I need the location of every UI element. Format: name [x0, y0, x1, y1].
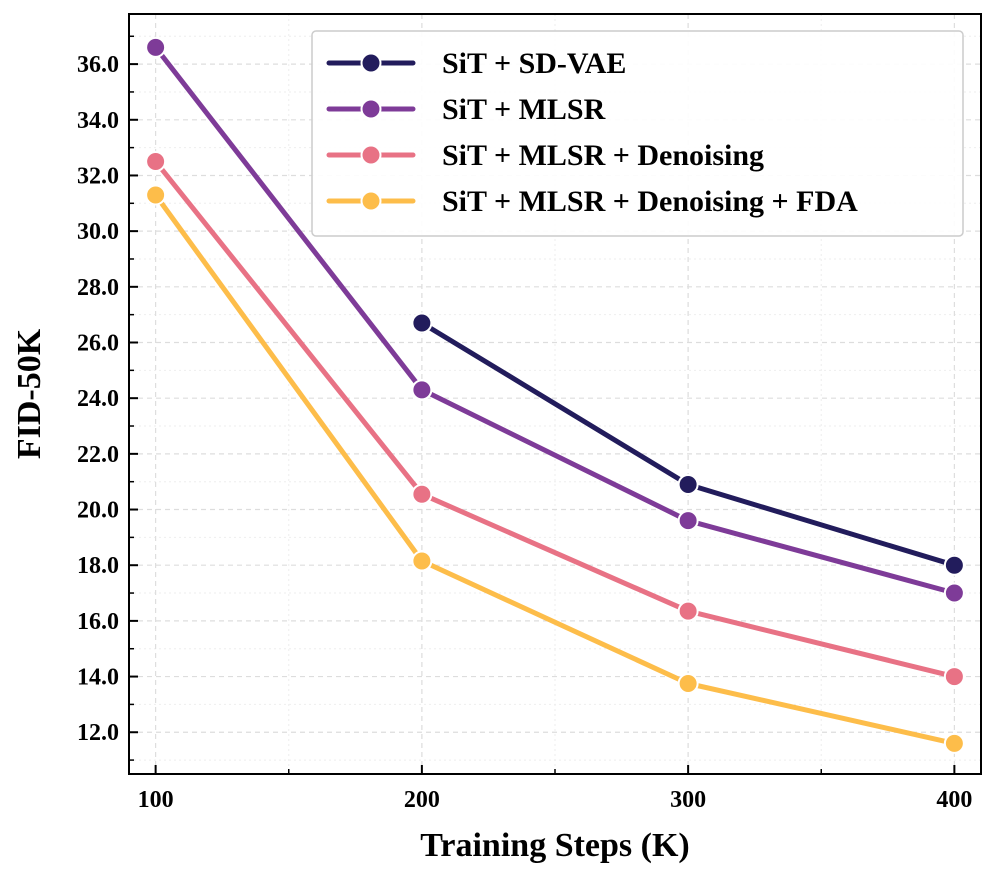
legend-swatch-marker: [360, 190, 382, 212]
y-tick-label: 34.0: [77, 108, 119, 134]
legend-label: SiT + MLSR + Denoising: [442, 139, 764, 172]
y-tick-label: 26.0: [77, 330, 119, 356]
y-tick-label: 32.0: [77, 163, 119, 189]
data-point: [145, 151, 167, 173]
legend-label: SiT + MLSR: [442, 93, 606, 126]
legend-swatch-marker: [360, 52, 382, 74]
legend-box: [311, 30, 964, 237]
y-tick-label: 18.0: [77, 553, 119, 579]
data-point: [677, 510, 699, 532]
series-line: [153, 192, 957, 746]
data-point: [677, 673, 699, 695]
data-point: [677, 473, 699, 495]
y-tick-label: 16.0: [77, 609, 119, 635]
data-point: [943, 554, 965, 576]
data-point: [411, 483, 433, 505]
y-tick-label: 22.0: [77, 442, 119, 468]
data-point: [411, 312, 433, 334]
series-line: [153, 159, 957, 680]
y-tick-label: 14.0: [77, 665, 119, 691]
y-tick-label: 28.0: [77, 275, 119, 301]
y-tick-label: 20.0: [77, 498, 119, 524]
data-point: [145, 184, 167, 206]
data-point: [943, 732, 965, 754]
x-tick-label: 400: [936, 787, 972, 813]
x-tick-label: 200: [404, 787, 440, 813]
y-tick-label: 36.0: [77, 52, 119, 78]
data-point: [411, 379, 433, 401]
legend-swatch-marker: [360, 98, 382, 120]
data-point: [677, 600, 699, 622]
legend-label: SiT + SD-VAE: [442, 47, 626, 80]
data-point: [145, 36, 167, 58]
axis-ticks: 100 200 300 400 12.0 14.0 16.0 18.0 20.0 22.0 24.0…: [77, 35, 972, 813]
y-axis-title: FID-50K: [11, 328, 48, 459]
x-tick-label: 100: [138, 787, 174, 813]
data-point: [943, 582, 965, 604]
legend-swatch-marker: [360, 144, 382, 166]
legend-label: SiT + MLSR + Denoising + FDA: [442, 185, 858, 218]
y-tick-label: 12.0: [77, 720, 119, 746]
x-tick-label: 300: [670, 787, 706, 813]
y-tick-label: 30.0: [77, 219, 119, 245]
x-axis-title: Training Steps (K): [420, 827, 690, 864]
data-point: [943, 666, 965, 688]
data-point: [411, 550, 433, 572]
series-layer: [145, 36, 965, 754]
series-line: [153, 44, 957, 596]
legend: SiT + SD-VAE SiT + MLSR SiT + MLSR + Denoi…: [311, 30, 964, 237]
y-tick-label: 24.0: [77, 386, 119, 412]
